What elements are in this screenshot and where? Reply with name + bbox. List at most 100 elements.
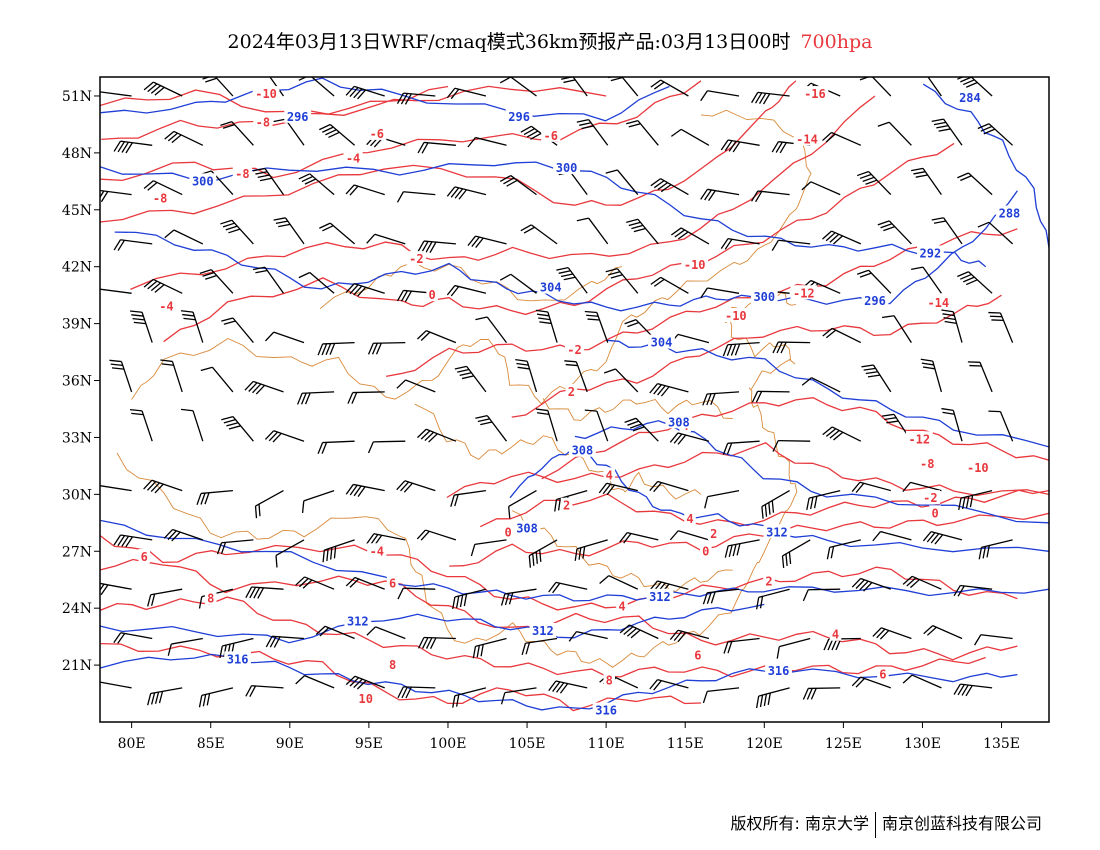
wind-barb <box>244 380 284 395</box>
wind-barb <box>619 531 659 544</box>
wind-barb <box>670 227 710 245</box>
height-label-bg <box>505 108 533 123</box>
wind-barb <box>851 481 891 494</box>
temperature-contours <box>100 80 1049 712</box>
wind-barb <box>298 77 335 97</box>
height-label-bg <box>529 622 557 637</box>
height-label: 308 <box>572 444 594 458</box>
wind-barb <box>345 483 385 497</box>
temperature-label: 4 <box>618 599 625 613</box>
temperature-label: 0 <box>932 506 939 520</box>
temperature-label: -12 <box>793 286 815 300</box>
temperature-label-bg <box>232 165 252 180</box>
temperature-label-bg <box>502 524 514 539</box>
wind-barb <box>922 77 942 97</box>
wind-barb <box>528 539 558 568</box>
wind-barb <box>722 440 760 455</box>
temperature-label-bg <box>565 383 578 398</box>
temperature-label: -8 <box>920 457 934 471</box>
temperature-label-bg <box>253 114 273 129</box>
copyright-right: 南京创蓝科技有限公司 <box>881 814 1042 833</box>
wind-barb <box>548 680 588 694</box>
wind-barb <box>822 327 862 344</box>
wind-barb <box>806 489 841 511</box>
wind-barb <box>147 588 183 607</box>
wind-barb <box>347 391 385 404</box>
wind-barb <box>500 687 537 705</box>
wind-barb <box>367 341 406 355</box>
height-label-bg <box>189 173 217 188</box>
province-boundary-line <box>542 398 733 421</box>
wind-barb <box>198 687 234 708</box>
height-label-bg <box>646 588 674 603</box>
height-label: 296 <box>508 110 530 124</box>
lat-tick-label: 48N <box>62 146 92 162</box>
wind-barb <box>245 586 284 599</box>
lat-tick-label: 39N <box>62 317 92 333</box>
wind-barb <box>957 77 993 97</box>
wind-barb <box>902 674 942 689</box>
temperature-label-bg <box>684 511 696 526</box>
temperature-label-bg <box>917 456 937 470</box>
wind-barb <box>264 430 305 443</box>
wind-barb <box>100 485 132 497</box>
temperature-label: 8 <box>207 592 214 606</box>
temperature-label-bg <box>699 543 712 558</box>
map-frame <box>99 76 1050 723</box>
height-label: 316 <box>595 704 617 718</box>
temperature-isotherm <box>163 142 955 343</box>
wind-barb <box>113 239 153 251</box>
wind-barb <box>700 90 740 102</box>
temperature-label-bg <box>138 548 151 563</box>
wind-barb <box>702 687 740 704</box>
wind-barb <box>822 230 862 245</box>
wind-barb <box>264 77 285 97</box>
wind-barb <box>603 368 639 393</box>
wind-barb <box>755 588 790 610</box>
temperature-label: -16 <box>804 87 826 101</box>
wind-barb <box>397 587 436 600</box>
height-label-bg <box>763 524 791 539</box>
wind-barb <box>704 489 740 509</box>
temperature-label: -14 <box>796 133 818 147</box>
wind-barb <box>941 407 963 442</box>
temperature-isotherm <box>100 535 1018 611</box>
temperature-label-bg <box>707 526 720 541</box>
wind-barb <box>902 575 942 590</box>
lon-tick-label: 95E <box>355 736 383 752</box>
wind-barb <box>700 287 740 299</box>
wind-barb <box>650 276 689 294</box>
wind-barb <box>941 309 963 343</box>
temperature-label: 8 <box>606 673 613 687</box>
temperature-label: 10 <box>358 692 372 706</box>
height-label-bg <box>513 520 541 535</box>
temperature-label-bg <box>763 573 775 588</box>
wind-barb <box>584 310 609 343</box>
temperature-label-bg <box>204 590 217 605</box>
wind-barb <box>298 173 335 196</box>
height-label: 304 <box>651 336 673 350</box>
temperature-isotherm <box>511 294 1002 418</box>
temperature-label: -8 <box>235 167 249 181</box>
temperature-label-bg <box>406 251 426 266</box>
temperature-label-bg <box>343 150 363 165</box>
temperature-label: -6 <box>544 129 558 143</box>
province-boundary-line <box>116 292 798 668</box>
wind-barb <box>669 530 710 541</box>
wind-barb <box>851 577 892 592</box>
wind-barb <box>319 222 356 245</box>
wind-barb <box>535 408 558 442</box>
lon-tick-label: 125E <box>825 736 862 752</box>
lon-tick-label: 130E <box>904 736 941 752</box>
wind-barb <box>650 178 689 196</box>
lon-tick-label: 115E <box>667 736 704 752</box>
temperature-label: 0 <box>429 288 436 302</box>
wind-barb <box>417 330 457 344</box>
copyright-left: 版权所有: 南京大学 <box>730 814 869 833</box>
wind-barbs <box>100 77 1014 709</box>
wind-barb <box>200 366 234 393</box>
temperature-label-bg <box>793 131 821 146</box>
temperature-label: 6 <box>389 577 396 591</box>
temperature-label-bg <box>929 505 941 520</box>
wind-barb <box>598 482 638 496</box>
